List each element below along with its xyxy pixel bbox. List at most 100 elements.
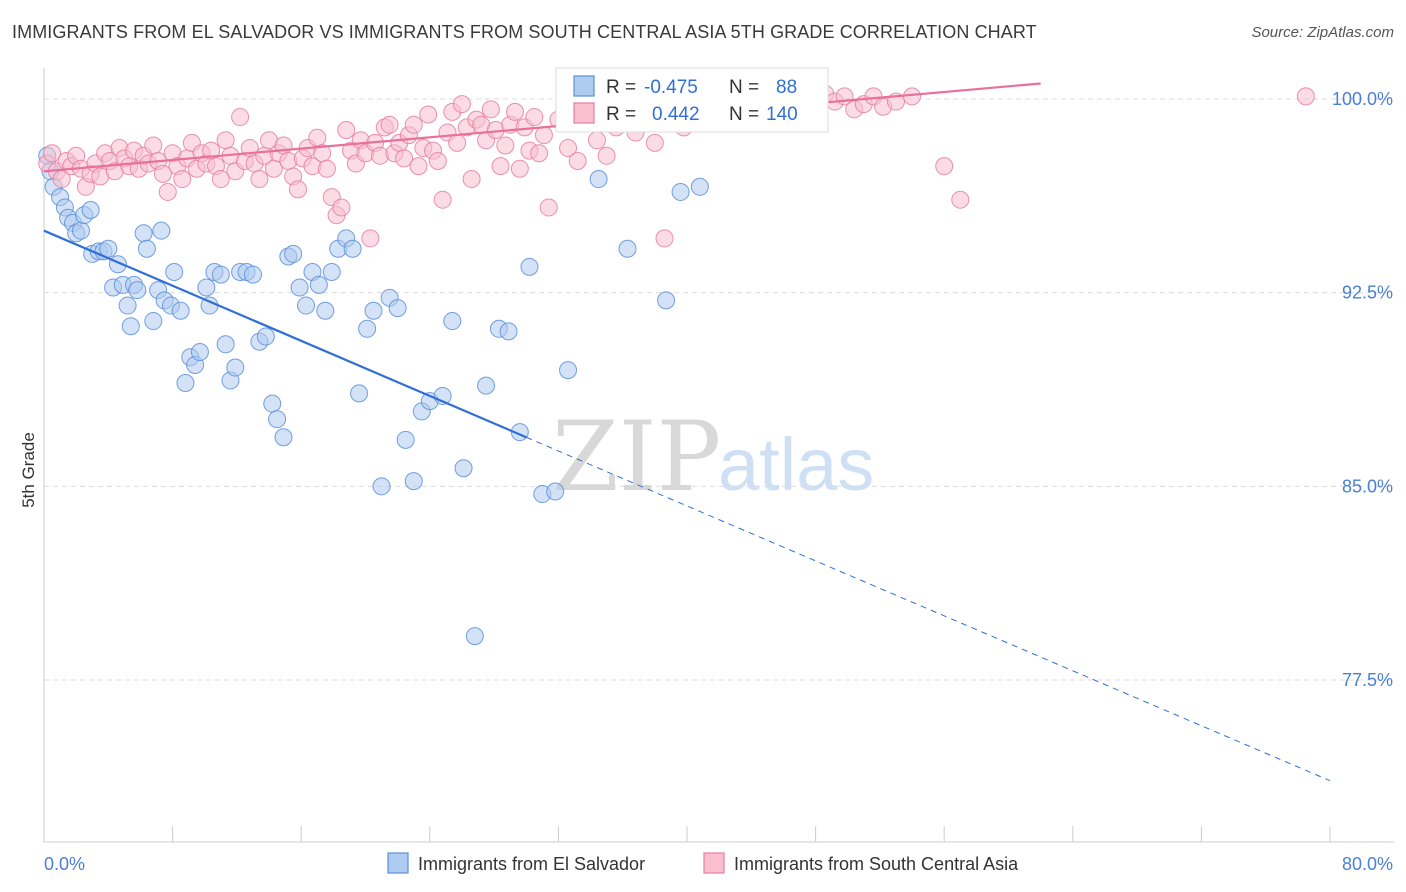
x-tick-label-max: 80.0% — [1342, 854, 1393, 874]
data-point — [243, 265, 262, 284]
data-point — [216, 335, 235, 354]
data-point — [409, 157, 428, 176]
data-point — [510, 159, 529, 178]
data-point — [690, 177, 709, 196]
bottom-legend: Immigrants from El Salvador Immigrants f… — [387, 852, 1019, 874]
data-point — [308, 128, 327, 147]
data-point — [216, 131, 235, 150]
bottom-legend-label-2: Immigrants from South Central Asia — [734, 854, 1019, 874]
data-point — [618, 239, 637, 258]
data-point — [231, 108, 250, 127]
data-point — [128, 281, 147, 300]
data-point — [361, 229, 380, 248]
trend-line-el-salvador-extrapolated — [526, 436, 1331, 782]
data-point — [263, 394, 282, 413]
data-point — [568, 151, 587, 170]
data-point — [137, 239, 156, 258]
data-point — [165, 262, 184, 281]
data-point — [530, 144, 549, 163]
legend-n-label-2: N = — [729, 104, 759, 125]
data-point — [332, 198, 351, 217]
y-axis-label: 5th Grade — [19, 432, 38, 508]
y-tick-label-0: 100.0% — [1332, 89, 1393, 109]
data-point — [144, 136, 163, 155]
bottom-legend-swatch-pink — [703, 852, 725, 874]
data-point — [197, 278, 216, 297]
trend-line-el-salvador — [43, 229, 527, 439]
data-point — [190, 343, 209, 362]
data-point — [645, 133, 664, 152]
data-point — [337, 120, 356, 139]
data-point — [153, 164, 172, 183]
y-tick-label-1: 92.5% — [1342, 283, 1393, 303]
bottom-legend-label-1: Immigrants from El Salvador — [418, 854, 645, 874]
data-point — [121, 317, 140, 336]
data-point — [364, 301, 383, 320]
data-point — [309, 275, 328, 294]
data-point — [43, 144, 62, 163]
data-point — [496, 136, 515, 155]
watermark: ZIP atlas — [552, 401, 874, 513]
data-point — [118, 296, 137, 315]
data-point — [404, 115, 423, 134]
trend-line-south-central-asia — [43, 82, 1041, 173]
legend-box — [555, 67, 829, 133]
data-point — [316, 301, 335, 320]
data-point — [657, 291, 676, 310]
data-point — [454, 459, 473, 478]
data-point — [587, 131, 606, 150]
data-point — [226, 358, 245, 377]
legend-n-value-2: 140 — [766, 104, 798, 125]
data-point — [388, 299, 407, 318]
legend-swatch-pink — [573, 102, 595, 124]
x-tick-label-min: 0.0% — [44, 854, 85, 874]
y-tick-label-2: 85.0% — [1342, 476, 1393, 496]
legend-r-value-2: 0.442 — [652, 104, 700, 125]
chart-title: IMMIGRANTS FROM EL SALVADOR VS IMMIGRANT… — [12, 22, 1037, 42]
legend-swatch-blue — [573, 75, 595, 97]
axes — [43, 68, 1394, 843]
data-point — [539, 198, 558, 217]
y-tick-labels: 100.0% 92.5% 85.0% 77.5% — [1332, 89, 1393, 690]
data-point — [211, 170, 230, 189]
data-point — [134, 224, 153, 243]
data-point — [951, 190, 970, 209]
data-point — [158, 182, 177, 201]
legend-n-label-1: N = — [729, 77, 759, 98]
legend-r-label-1: R = — [606, 77, 636, 98]
data-point — [268, 410, 287, 429]
bottom-legend-swatch-blue — [387, 852, 409, 874]
data-point — [350, 384, 369, 403]
data-point — [481, 100, 500, 119]
data-point — [317, 159, 336, 178]
y-tick-label-3: 77.5% — [1342, 670, 1393, 690]
watermark-atlas: atlas — [718, 423, 874, 506]
data-point — [395, 149, 414, 168]
data-point — [211, 265, 230, 284]
data-point — [419, 105, 438, 124]
data-point — [443, 312, 462, 331]
data-point — [433, 190, 452, 209]
data-point — [428, 151, 447, 170]
data-point — [671, 182, 690, 201]
data-point — [81, 201, 100, 220]
x-tick-labels: 0.0% 80.0% — [44, 854, 1393, 874]
data-point — [559, 139, 578, 158]
data-point — [396, 430, 415, 449]
data-point — [1296, 87, 1315, 106]
trend-lines — [43, 82, 1331, 782]
data-point — [358, 319, 377, 338]
data-point — [655, 229, 674, 248]
data-point — [176, 374, 195, 393]
data-point — [534, 126, 553, 145]
data-point — [491, 157, 510, 176]
watermark-zip: ZIP — [552, 401, 721, 513]
data-point — [288, 180, 307, 199]
data-point — [250, 170, 269, 189]
data-point — [322, 262, 341, 281]
data-point — [452, 95, 471, 114]
data-point — [505, 102, 524, 121]
legend-r-label-2: R = — [606, 104, 636, 125]
series-el-salvador — [38, 146, 709, 646]
